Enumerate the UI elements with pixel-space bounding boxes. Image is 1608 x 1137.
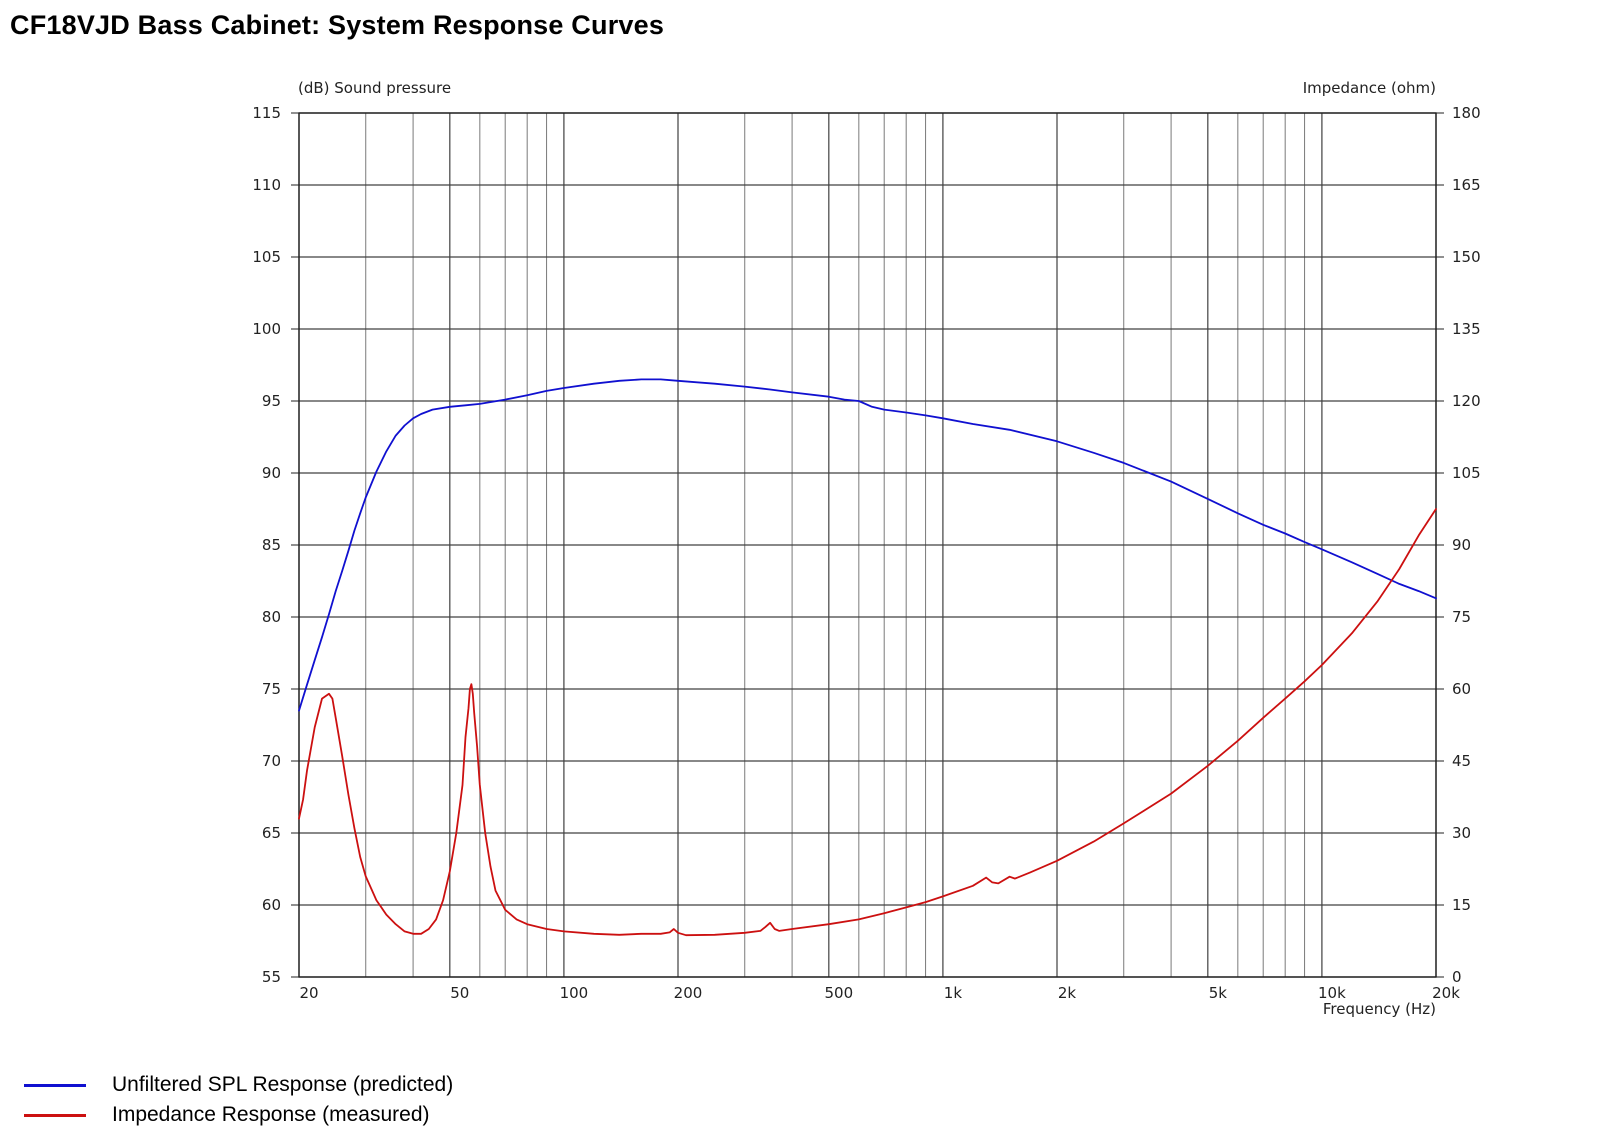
page-title: CF18VJD Bass Cabinet: System Response Cu… — [10, 10, 665, 40]
plot-frame — [298, 112, 1437, 978]
x-tick-label: 20k — [1432, 984, 1460, 1002]
response-chart: (dB) Sound pressure Impedance (ohm) Freq… — [252, 79, 1480, 1018]
x-tick-label: 500 — [824, 984, 853, 1002]
x-tick-label: 2k — [1058, 984, 1077, 1002]
impedance-response-line — [298, 508, 1437, 937]
y-right-tick-label: 90 — [1452, 536, 1471, 554]
legend-swatch-impedance — [24, 1113, 86, 1117]
y-right-tick-label: 30 — [1452, 824, 1471, 842]
y-left-axis-label: (dB) Sound pressure — [298, 79, 451, 97]
axis-labels: (dB) Sound pressure Impedance (ohm) Freq… — [252, 79, 1480, 1018]
y-left-tick-label: 85 — [262, 536, 281, 554]
y-right-tick-label: 135 — [1452, 320, 1481, 338]
y-right-tick-label: 105 — [1452, 464, 1481, 482]
x-tick-label: 200 — [674, 984, 703, 1002]
spl-response-line — [298, 378, 1437, 712]
y-right-tick-label: 15 — [1452, 896, 1471, 914]
x-tick-label: 1k — [944, 984, 963, 1002]
grid-lines — [291, 112, 1444, 978]
y-right-tick-label: 150 — [1452, 248, 1481, 266]
legend-label-spl: Unfiltered SPL Response (predicted) — [112, 1073, 454, 1096]
y-right-tick-label: 180 — [1452, 104, 1481, 122]
legend-label-impedance: Impedance Response (measured) — [112, 1103, 430, 1126]
x-tick-label: 20 — [299, 984, 318, 1002]
y-right-tick-label: 75 — [1452, 608, 1471, 626]
x-tick-label: 5k — [1209, 984, 1228, 1002]
y-right-tick-label: 120 — [1452, 392, 1481, 410]
y-left-tick-label: 100 — [252, 320, 281, 338]
y-right-tick-label: 0 — [1452, 968, 1462, 986]
series-lines — [298, 378, 1437, 937]
y-left-tick-label: 65 — [262, 824, 281, 842]
y-right-tick-label: 45 — [1452, 752, 1471, 770]
y-right-axis-label: Impedance (ohm) — [1303, 79, 1436, 97]
y-right-tick-label: 165 — [1452, 176, 1481, 194]
y-left-tick-label: 115 — [252, 104, 281, 122]
legend: Unfiltered SPL Response (predicted) Impe… — [24, 1070, 453, 1130]
y-left-tick-label: 80 — [262, 608, 281, 626]
y-left-tick-label: 70 — [262, 752, 281, 770]
legend-item-impedance: Impedance Response (measured) — [24, 1100, 453, 1130]
y-left-tick-label: 75 — [262, 680, 281, 698]
y-left-tick-label: 95 — [262, 392, 281, 410]
y-left-tick-label: 110 — [252, 176, 281, 194]
x-tick-label: 50 — [450, 984, 469, 1002]
x-tick-label: 100 — [560, 984, 589, 1002]
legend-item-spl: Unfiltered SPL Response (predicted) — [24, 1070, 453, 1100]
y-left-tick-label: 90 — [262, 464, 281, 482]
legend-swatch-spl — [24, 1083, 86, 1087]
y-left-tick-label: 55 — [262, 968, 281, 986]
y-right-tick-label: 60 — [1452, 680, 1471, 698]
y-left-tick-label: 105 — [252, 248, 281, 266]
y-left-tick-label: 60 — [262, 896, 281, 914]
x-axis-label: Frequency (Hz) — [1323, 1000, 1436, 1018]
x-tick-label: 10k — [1318, 984, 1346, 1002]
